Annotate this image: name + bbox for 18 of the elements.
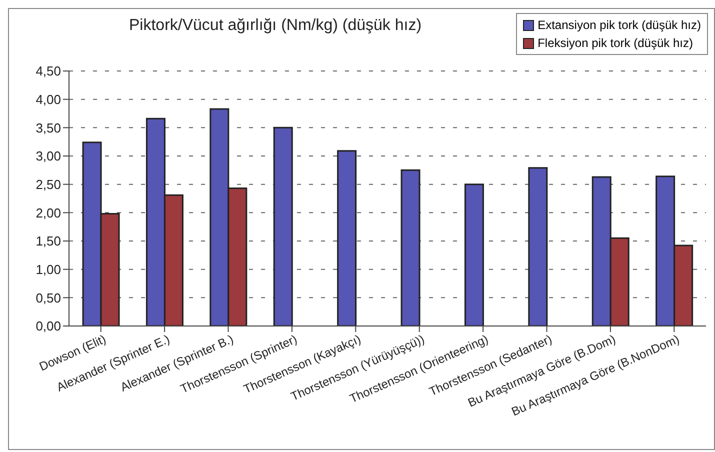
y-tick-label: 2,00 [36,205,61,220]
y-tick-label: 4,50 [36,64,61,79]
bar [400,169,420,326]
bar [528,167,548,326]
legend-label: Fleksiyon pik tork (düşük hız) [538,35,693,52]
y-tick-label: 0,00 [36,318,61,334]
y-tick-label: 3,50 [36,120,61,136]
y-tick-label: 2,50 [36,176,61,192]
y-tick-label: 1,50 [36,234,61,249]
bar [464,184,484,326]
y-tick-label: 0,50 [36,290,61,306]
bar [337,150,357,326]
y-tick-label: 4,00 [36,92,61,107]
chart-title: Piktork/Vücut ağırlığı (Nm/kg) (düşük hız) [129,17,422,35]
bar [273,126,293,326]
y-tick-label: 1,00 [36,262,61,277]
y-tick-label: 3,00 [36,148,61,164]
legend-label: Extansiyon pik tork (düşük hız) [538,17,701,34]
